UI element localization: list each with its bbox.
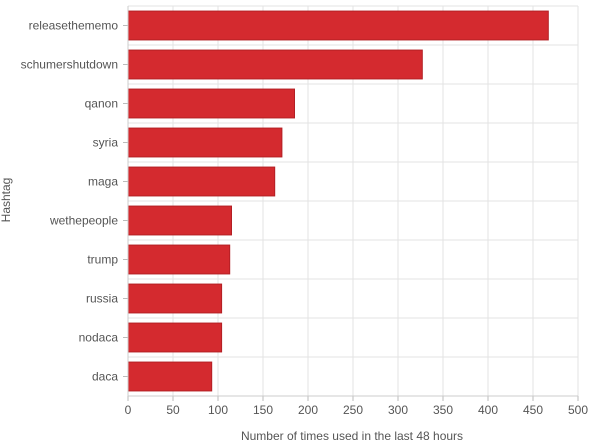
x-tick-label: 350 [433,403,453,417]
y-tick-label: qanon [85,97,118,111]
bar-nodaca [127,322,223,353]
y-axis-label: Hashtag [0,178,13,223]
x-tick-label: 100 [208,403,228,417]
x-axis-label: Number of times used in the last 48 hour… [241,429,463,443]
y-tick-label: russia [86,292,118,306]
bar-maga [127,166,276,197]
x-tick-label: 400 [478,403,498,417]
y-tick-label: wethepeople [49,214,118,228]
y-tick-label: daca [92,370,118,384]
x-tick-label: 200 [298,403,318,417]
x-tick-label: 500 [568,403,588,417]
y-tick-label: maga [88,175,118,189]
bar-syria [127,127,283,158]
x-tick-label: 300 [388,403,408,417]
y-tick-label: nodaca [79,331,119,345]
y-tick-label: trump [87,253,118,267]
x-tick-label: 50 [166,403,180,417]
bar-qanon [127,88,295,119]
y-tick-label: syria [93,136,119,150]
x-tick-label: 0 [125,403,132,417]
bar-wethepeople [127,205,232,236]
bar-trump [127,244,231,275]
bar-schumershutdown [127,49,423,80]
x-tick-label: 150 [253,403,273,417]
bars [127,10,549,392]
bar-daca [127,361,213,392]
x-axis: 0 50 100 150 200 250 300 350 400 450 500 [125,395,588,417]
bar-russia [127,283,223,314]
y-axis: releasethememo schumershutdown qanon syria m… [21,6,129,396]
y-tick-label: schumershutdown [21,58,118,72]
x-tick-label: 450 [523,403,543,417]
y-tick-label: releasethememo [29,19,119,33]
x-tick-label: 250 [343,403,363,417]
bar-releasethememo [127,10,549,41]
